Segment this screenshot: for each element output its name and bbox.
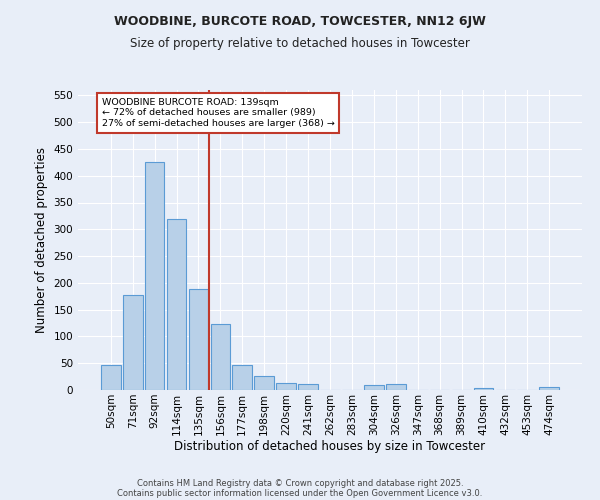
- Bar: [123, 294, 143, 390]
- Bar: [232, 365, 252, 390]
- Bar: [211, 324, 230, 390]
- Bar: [473, 388, 493, 390]
- Y-axis label: Number of detached properties: Number of detached properties: [35, 147, 48, 333]
- Text: Size of property relative to detached houses in Towcester: Size of property relative to detached ho…: [130, 38, 470, 51]
- Bar: [145, 162, 164, 390]
- Text: WOODBINE BURCOTE ROAD: 139sqm
← 72% of detached houses are smaller (989)
27% of : WOODBINE BURCOTE ROAD: 139sqm ← 72% of d…: [101, 98, 334, 128]
- Bar: [539, 388, 559, 390]
- Text: Contains public sector information licensed under the Open Government Licence v3: Contains public sector information licen…: [118, 488, 482, 498]
- Bar: [167, 218, 187, 390]
- X-axis label: Distribution of detached houses by size in Towcester: Distribution of detached houses by size …: [175, 440, 485, 454]
- Bar: [298, 384, 318, 390]
- Bar: [188, 290, 208, 390]
- Text: Contains HM Land Registry data © Crown copyright and database right 2025.: Contains HM Land Registry data © Crown c…: [137, 478, 463, 488]
- Text: WOODBINE, BURCOTE ROAD, TOWCESTER, NN12 6JW: WOODBINE, BURCOTE ROAD, TOWCESTER, NN12 …: [114, 15, 486, 28]
- Bar: [254, 376, 274, 390]
- Bar: [101, 365, 121, 390]
- Bar: [364, 384, 384, 390]
- Bar: [386, 384, 406, 390]
- Bar: [276, 383, 296, 390]
